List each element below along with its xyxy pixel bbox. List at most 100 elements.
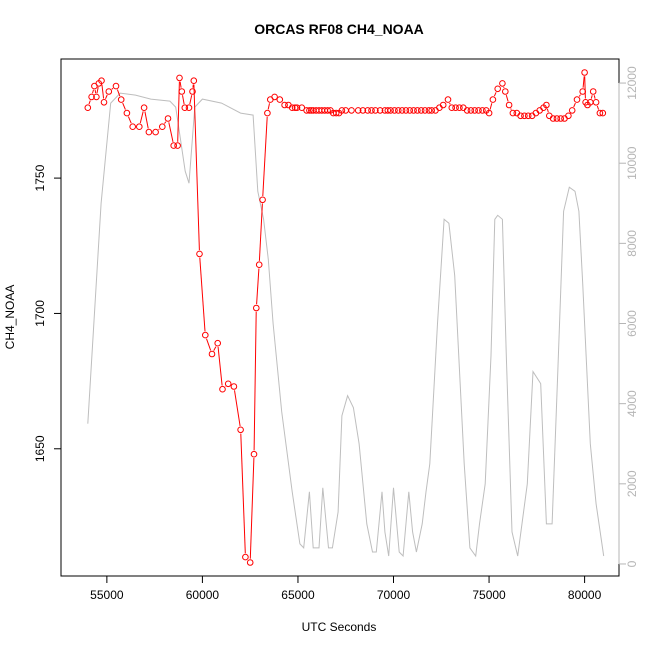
ch4-line-segment (256, 268, 260, 305)
ch4-point (421, 107, 429, 114)
ch4-line-segment (105, 94, 108, 100)
ch4-point (348, 107, 355, 114)
ch4-point (100, 99, 108, 106)
ch4-point (439, 101, 447, 109)
ch4-point (489, 96, 497, 103)
plot-frame (60, 58, 620, 577)
ch4-point (252, 304, 260, 312)
ch4-point (517, 112, 524, 120)
ch4-point (417, 107, 425, 114)
ch4-series (84, 69, 607, 566)
ch4-point (136, 123, 143, 130)
ch4-line-segment (111, 87, 114, 90)
ch4-point (164, 115, 172, 122)
ch4-point (342, 107, 350, 114)
ch4-line-segment (234, 390, 241, 427)
ch4-point (276, 96, 284, 103)
ch4-line-segment (206, 338, 212, 351)
ch4-point (281, 101, 288, 109)
ch4-point (202, 331, 209, 339)
ch4-point (452, 104, 459, 111)
ch4-point (145, 128, 153, 136)
ch4-line-segment (116, 89, 121, 97)
ch4-line-segment (182, 95, 185, 105)
ch4-point (368, 107, 375, 114)
ch4-point (88, 93, 95, 101)
ch4-point (581, 69, 588, 76)
y2-tick-label: 10000 (625, 146, 639, 180)
ch4-point (406, 107, 414, 114)
ch4-point (543, 101, 550, 109)
ch4-point (170, 142, 177, 149)
y-tick-label: 1700 (33, 300, 47, 327)
ch4-point (589, 88, 597, 95)
ch4-point (384, 107, 392, 114)
ch4-point (553, 115, 561, 122)
ch4-point (219, 385, 226, 393)
ch4-point (599, 109, 607, 117)
ch4-point (159, 123, 166, 130)
ch4-point (123, 109, 131, 117)
ch4-line-segment (546, 108, 549, 113)
ch4-point (214, 339, 221, 347)
ch4-point (354, 107, 362, 114)
ch4-line-segment (253, 311, 257, 451)
ch4-point (573, 96, 581, 103)
ch4-point (579, 88, 587, 95)
ch4-point (324, 107, 331, 114)
ch4-point (471, 107, 479, 114)
ch4-line-segment (144, 111, 149, 129)
ch4-point (152, 128, 159, 136)
ch4-line-segment (217, 346, 223, 386)
ch4-line-segment (573, 102, 576, 108)
y2-tick-label: 2000 (625, 470, 639, 497)
ch4-point (425, 107, 433, 114)
ch4-point (246, 559, 254, 566)
ch4-point (259, 196, 266, 204)
ch4-line-segment (582, 76, 585, 88)
ch4-point (502, 88, 509, 95)
ch4-point (303, 107, 310, 114)
ch4-point (338, 107, 346, 114)
ch4-point (190, 77, 198, 84)
ch4-point (387, 107, 394, 114)
ch4-line-segment (127, 116, 132, 124)
ch4-point (271, 93, 278, 101)
ch4-point (475, 107, 482, 114)
ch4-line-segment (168, 122, 174, 143)
y-tick-label: 1750 (33, 164, 47, 191)
x-axis-label: UTC Seconds (302, 620, 377, 634)
ch4-point (98, 77, 105, 84)
ch4-line-segment (493, 92, 497, 97)
ch4-point (561, 115, 568, 122)
ch4-point (242, 553, 249, 561)
x-tick-label: 55000 (90, 588, 124, 602)
ch4-point (505, 101, 513, 109)
ch4-line-segment (249, 457, 255, 559)
ch4-point (557, 115, 565, 122)
ch4-line-segment (510, 108, 512, 110)
ch4-point (592, 99, 600, 106)
ch4-point (444, 96, 452, 103)
ch4-point (432, 107, 439, 114)
ch4-line-segment (449, 102, 451, 105)
ch4-point (140, 104, 148, 111)
ch4-line-segment (96, 87, 99, 94)
y-axis-label: CH4_NOAA (3, 285, 17, 350)
ch4-point (398, 107, 406, 114)
ch4-point (479, 107, 486, 114)
ch4-point (549, 115, 557, 122)
ch4-line-segment (158, 128, 160, 131)
y2-tick-label: 0 (625, 560, 639, 567)
ch4-line-segment (101, 84, 105, 99)
ch4-point (332, 109, 340, 117)
ch4-point (524, 112, 532, 120)
ch4-point (129, 123, 136, 130)
ch4-point (402, 107, 410, 114)
ch4-point (306, 107, 313, 114)
ch4-point (117, 96, 125, 103)
chart-title: ORCAS RF08 CH4_NOAA (254, 21, 424, 37)
ch4-line-segment (94, 89, 97, 94)
ch4-point (174, 142, 181, 149)
